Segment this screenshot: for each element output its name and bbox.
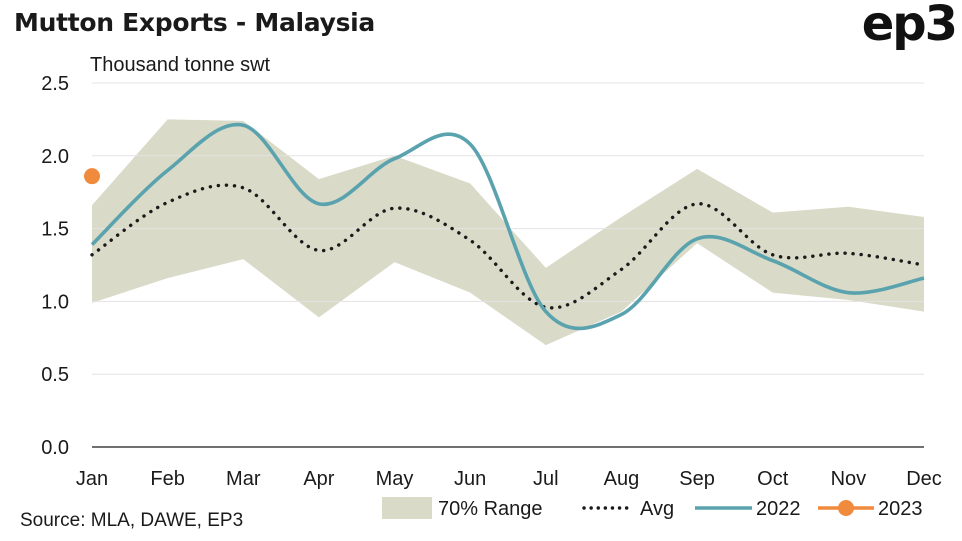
x-tick-label: Apr — [303, 468, 334, 490]
source-note: Source: MLA, DAWE, EP3 — [20, 510, 244, 531]
y-tick-label: 0.0 — [41, 437, 69, 459]
legend-label-range: 70% Range — [438, 498, 543, 520]
x-tick-label: Sep — [679, 468, 715, 490]
legend-label-avg: Avg — [640, 498, 674, 520]
x-tick-label: Jan — [76, 468, 108, 490]
x-tick-label: Mar — [226, 468, 261, 490]
y-tick-label: 1.5 — [41, 219, 69, 241]
y-tick-label: 1.0 — [41, 291, 69, 313]
series-2023-marker — [84, 168, 100, 185]
y-tick-label: 2.0 — [41, 146, 69, 168]
x-tick-label: Nov — [831, 468, 867, 490]
x-tick-label: Jul — [533, 468, 559, 490]
x-tick-label: May — [376, 468, 414, 490]
x-tick-label: Dec — [906, 468, 942, 490]
x-tick-label: Feb — [150, 468, 184, 490]
legend-label-2022: 2022 — [756, 498, 801, 520]
ep3-logo: ep3 — [861, 0, 958, 52]
legend-swatch-2023-marker — [838, 500, 854, 516]
x-tick-label: Aug — [604, 468, 640, 490]
x-tick-label: Oct — [757, 468, 789, 490]
series-avg-line — [90, 183, 926, 310]
y-axis-unit-label: Thousand tonne swt — [90, 54, 271, 76]
series-2022-line — [90, 122, 925, 331]
y-tick-label: 0.5 — [41, 364, 69, 386]
legend-swatch-range — [382, 497, 432, 519]
legend-label-2023: 2023 — [878, 498, 923, 520]
chart-title: Mutton Exports - Malaysia — [14, 8, 376, 37]
y-tick-label: 2.5 — [41, 73, 69, 95]
range-band-70pct — [92, 119, 924, 346]
x-tick-label: Jun — [454, 468, 486, 490]
